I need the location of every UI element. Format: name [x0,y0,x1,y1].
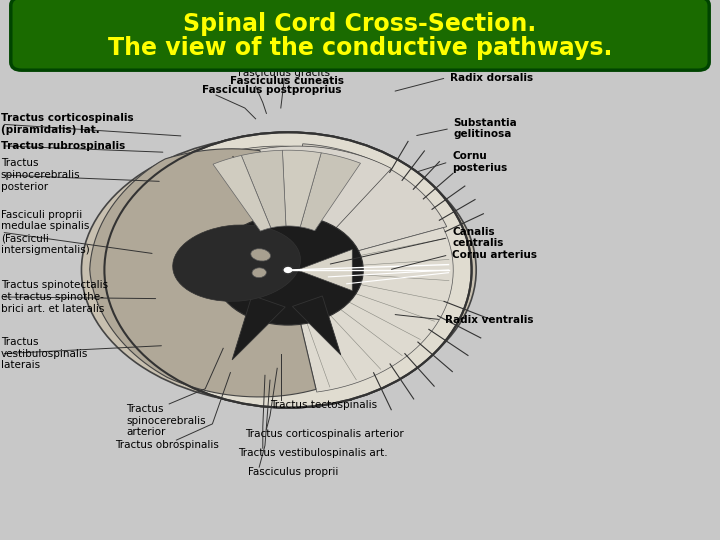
Polygon shape [90,149,316,397]
Ellipse shape [81,136,476,404]
Text: Radix dorsalis: Radix dorsalis [450,73,533,83]
Text: The view of the conductive pathways.: The view of the conductive pathways. [108,36,612,59]
Text: Cornu
posterius: Cornu posterius [452,151,508,173]
Polygon shape [297,249,352,291]
Text: Fasciculus postproprius: Fasciculus postproprius [202,85,341,95]
Polygon shape [213,156,271,231]
Text: Tractus
spinocerebralis
posterior: Tractus spinocerebralis posterior [1,158,81,192]
Text: Tractus corticospinalis
(piramidalis) lat.: Tractus corticospinalis (piramidalis) la… [1,113,133,135]
Ellipse shape [251,249,271,261]
Polygon shape [233,156,279,232]
Text: Spinal Cord Cross-Section.: Spinal Cord Cross-Section. [184,12,536,36]
Text: Tractus obrospinalis: Tractus obrospinalis [115,440,219,450]
Polygon shape [297,228,453,392]
Polygon shape [232,295,285,360]
Text: Substantia
gelitinosa: Substantia gelitinosa [454,118,518,139]
Ellipse shape [252,268,266,278]
Polygon shape [293,144,385,234]
Ellipse shape [212,215,364,325]
Polygon shape [184,146,374,236]
Text: Canalis
centralis: Canalis centralis [452,227,503,248]
Polygon shape [202,146,392,236]
Polygon shape [282,150,321,227]
Text: Cornu arterius: Cornu arterius [452,250,537,260]
Circle shape [283,266,293,274]
Text: Tractus rubrospinalis: Tractus rubrospinalis [1,141,125,151]
Text: Fasciculus gracits: Fasciculus gracits [238,68,330,78]
Text: Tractus
spinocerebralis
arterior: Tractus spinocerebralis arterior [126,404,206,437]
Text: Tractus vestibulospinalis art.: Tractus vestibulospinalis art. [238,448,387,458]
Ellipse shape [173,225,300,301]
Circle shape [104,132,472,408]
Text: Tractus tectospinalis: Tractus tectospinalis [270,400,377,410]
Polygon shape [300,153,361,231]
Polygon shape [322,166,446,255]
Text: Fasciculus proprii: Fasciculus proprii [248,467,339,477]
Circle shape [104,132,472,408]
Polygon shape [292,296,341,355]
Text: Radix ventralis: Radix ventralis [445,315,534,325]
FancyBboxPatch shape [11,0,709,70]
Text: Tractus spinotectalis
et tractus spinothe-
brici art. et lateralis: Tractus spinotectalis et tractus spinoth… [1,280,108,314]
Text: Fasciculus cuneatis: Fasciculus cuneatis [230,76,344,86]
Polygon shape [241,150,286,228]
Text: Tractus corticospinalis arterior: Tractus corticospinalis arterior [245,429,403,440]
Polygon shape [297,157,337,231]
Text: Fasciculi proprii
medulae spinalis
(Fasciculi
intersigmentalis): Fasciculi proprii medulae spinalis (Fasc… [1,210,89,254]
Text: Tractus
vestibulospinalis
laterais: Tractus vestibulospinalis laterais [1,337,88,370]
